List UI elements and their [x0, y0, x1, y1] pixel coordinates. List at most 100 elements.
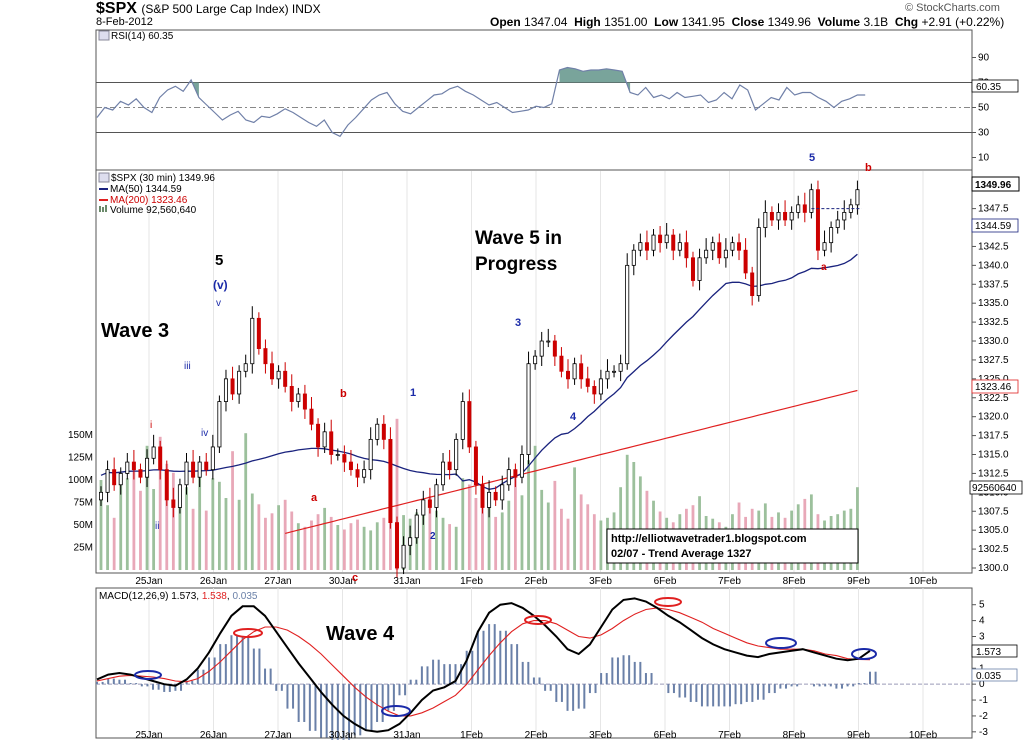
macd-histogram-bar — [185, 680, 188, 685]
volume-bar — [112, 517, 116, 570]
rsi-line — [96, 66, 866, 138]
macd-x-axis-label: 27Jan — [264, 730, 291, 741]
macd-x-axis-label: 8Feb — [783, 730, 806, 741]
macd-histogram-bar — [745, 684, 748, 702]
macd-cross-ellipse — [654, 597, 682, 607]
macd-histogram-bar — [846, 684, 849, 687]
candle-body — [158, 446, 163, 471]
volume-bar — [99, 480, 103, 570]
volume-bar — [467, 484, 471, 570]
macd-histogram-bar — [454, 664, 457, 685]
volume-bar — [257, 504, 261, 570]
price-tick-label: 1312.5 — [978, 468, 1009, 479]
macd-histogram-bar — [829, 684, 832, 687]
macd-histogram-bar — [684, 684, 687, 698]
macd-histogram-bar — [353, 684, 356, 736]
volume-bar — [125, 478, 129, 570]
candle-body — [651, 234, 656, 251]
wave-label-a-left: a — [311, 492, 318, 504]
macd-histogram-bar — [118, 679, 121, 685]
candle-body — [118, 473, 123, 486]
volume-legend: Volume 92,560,640 — [110, 205, 197, 216]
volume-bar — [283, 499, 287, 570]
candle-body — [355, 469, 360, 478]
candle-body — [447, 461, 452, 471]
macd-histogram-bar — [465, 650, 468, 685]
candle-body — [427, 499, 432, 508]
macd-histogram-bar — [639, 661, 642, 685]
candle-body — [243, 363, 248, 372]
candle-body — [539, 340, 544, 357]
macd-tick-label: 5 — [979, 600, 985, 611]
macd-histogram-bar — [292, 684, 295, 709]
macd-histogram-bar — [331, 684, 334, 740]
candle-body — [506, 469, 511, 486]
macd-x-axis-label: 7Feb — [718, 730, 741, 741]
price-tick-label: 1332.5 — [978, 317, 1009, 328]
macd-histogram-bar — [622, 655, 625, 685]
macd-cross-ellipse — [233, 628, 263, 638]
candle-body — [434, 484, 439, 508]
macd-histogram-bar — [773, 684, 776, 694]
candle-body — [684, 242, 689, 259]
wave-label-i: i — [150, 420, 152, 431]
macd-histogram-bar — [734, 684, 737, 705]
volume-bar — [250, 493, 254, 570]
rsi-legend: RSI(14) 60.35 — [111, 31, 174, 42]
wave-label-a-right: a — [821, 262, 827, 273]
volume-bar — [369, 530, 373, 570]
macd-histogram-bar — [409, 679, 412, 685]
macd-histogram-bar — [532, 677, 535, 685]
macd-x-axis-label: 1Feb — [460, 730, 483, 741]
macd-histogram-bar — [387, 684, 390, 711]
wave-label-2: 2 — [430, 531, 436, 542]
macd-histogram-bar — [314, 684, 317, 731]
volume-bar — [224, 498, 228, 570]
price-tick-label: 1300.0 — [978, 563, 1009, 574]
macd-histogram-bar — [521, 661, 524, 685]
price-tick-label: 1347.5 — [978, 204, 1009, 215]
macd-histogram-bar — [426, 666, 429, 685]
candle-body — [677, 242, 682, 251]
rsi-current-value: 60.35 — [976, 82, 1001, 93]
rsi-panel: RSI(14) 60.35 1030507090 60.35 — [95, 29, 1019, 171]
candle-body — [855, 189, 860, 206]
macd-histogram-bar — [432, 659, 435, 685]
macd-histogram-bar — [325, 684, 328, 738]
candle-body — [414, 514, 419, 539]
candle-body — [631, 249, 636, 266]
candle-body — [368, 438, 373, 471]
macd-histogram-bar — [768, 684, 771, 694]
macd-cross-ellipse — [524, 615, 552, 625]
macd-tick-label: 4 — [979, 616, 985, 627]
macd-histogram-bar — [286, 684, 289, 709]
macd-histogram-bar — [751, 684, 754, 702]
macd-histogram-bar — [236, 635, 239, 685]
macd-histogram-bar — [224, 644, 227, 685]
x-axis-label: 6Feb — [654, 576, 677, 587]
candle-body — [796, 204, 801, 213]
volume-bar — [494, 516, 498, 570]
candle-body — [559, 355, 564, 372]
macd-panel: -3-2-1012345 25Jan26Jan27Jan30Jan31Jan1F… — [95, 587, 1018, 741]
macd-tick-label: -1 — [979, 695, 988, 706]
candle-body — [822, 242, 827, 251]
x-axis-label: 2Feb — [525, 576, 548, 587]
ma50-legend: MA(50) 1344.59 — [110, 184, 182, 195]
volume-bar — [231, 451, 234, 570]
open-value: 1347.04 — [524, 15, 568, 29]
macd-histogram-bar — [818, 684, 821, 687]
candle-body — [750, 272, 755, 297]
price-tick-label: 1335.0 — [978, 298, 1009, 309]
volume-tick-label: 50M — [74, 520, 93, 531]
candle-body — [250, 317, 255, 365]
candle-body — [388, 438, 393, 524]
macd-histogram-bar — [96, 681, 98, 685]
macd-histogram-bar — [415, 679, 418, 685]
macd-histogram-bar — [202, 669, 205, 685]
volume-bar — [362, 526, 366, 570]
candle-body — [809, 189, 814, 213]
price-tick-label: 1327.5 — [978, 355, 1009, 366]
volume-bar — [106, 505, 109, 570]
candle-body — [177, 484, 182, 508]
